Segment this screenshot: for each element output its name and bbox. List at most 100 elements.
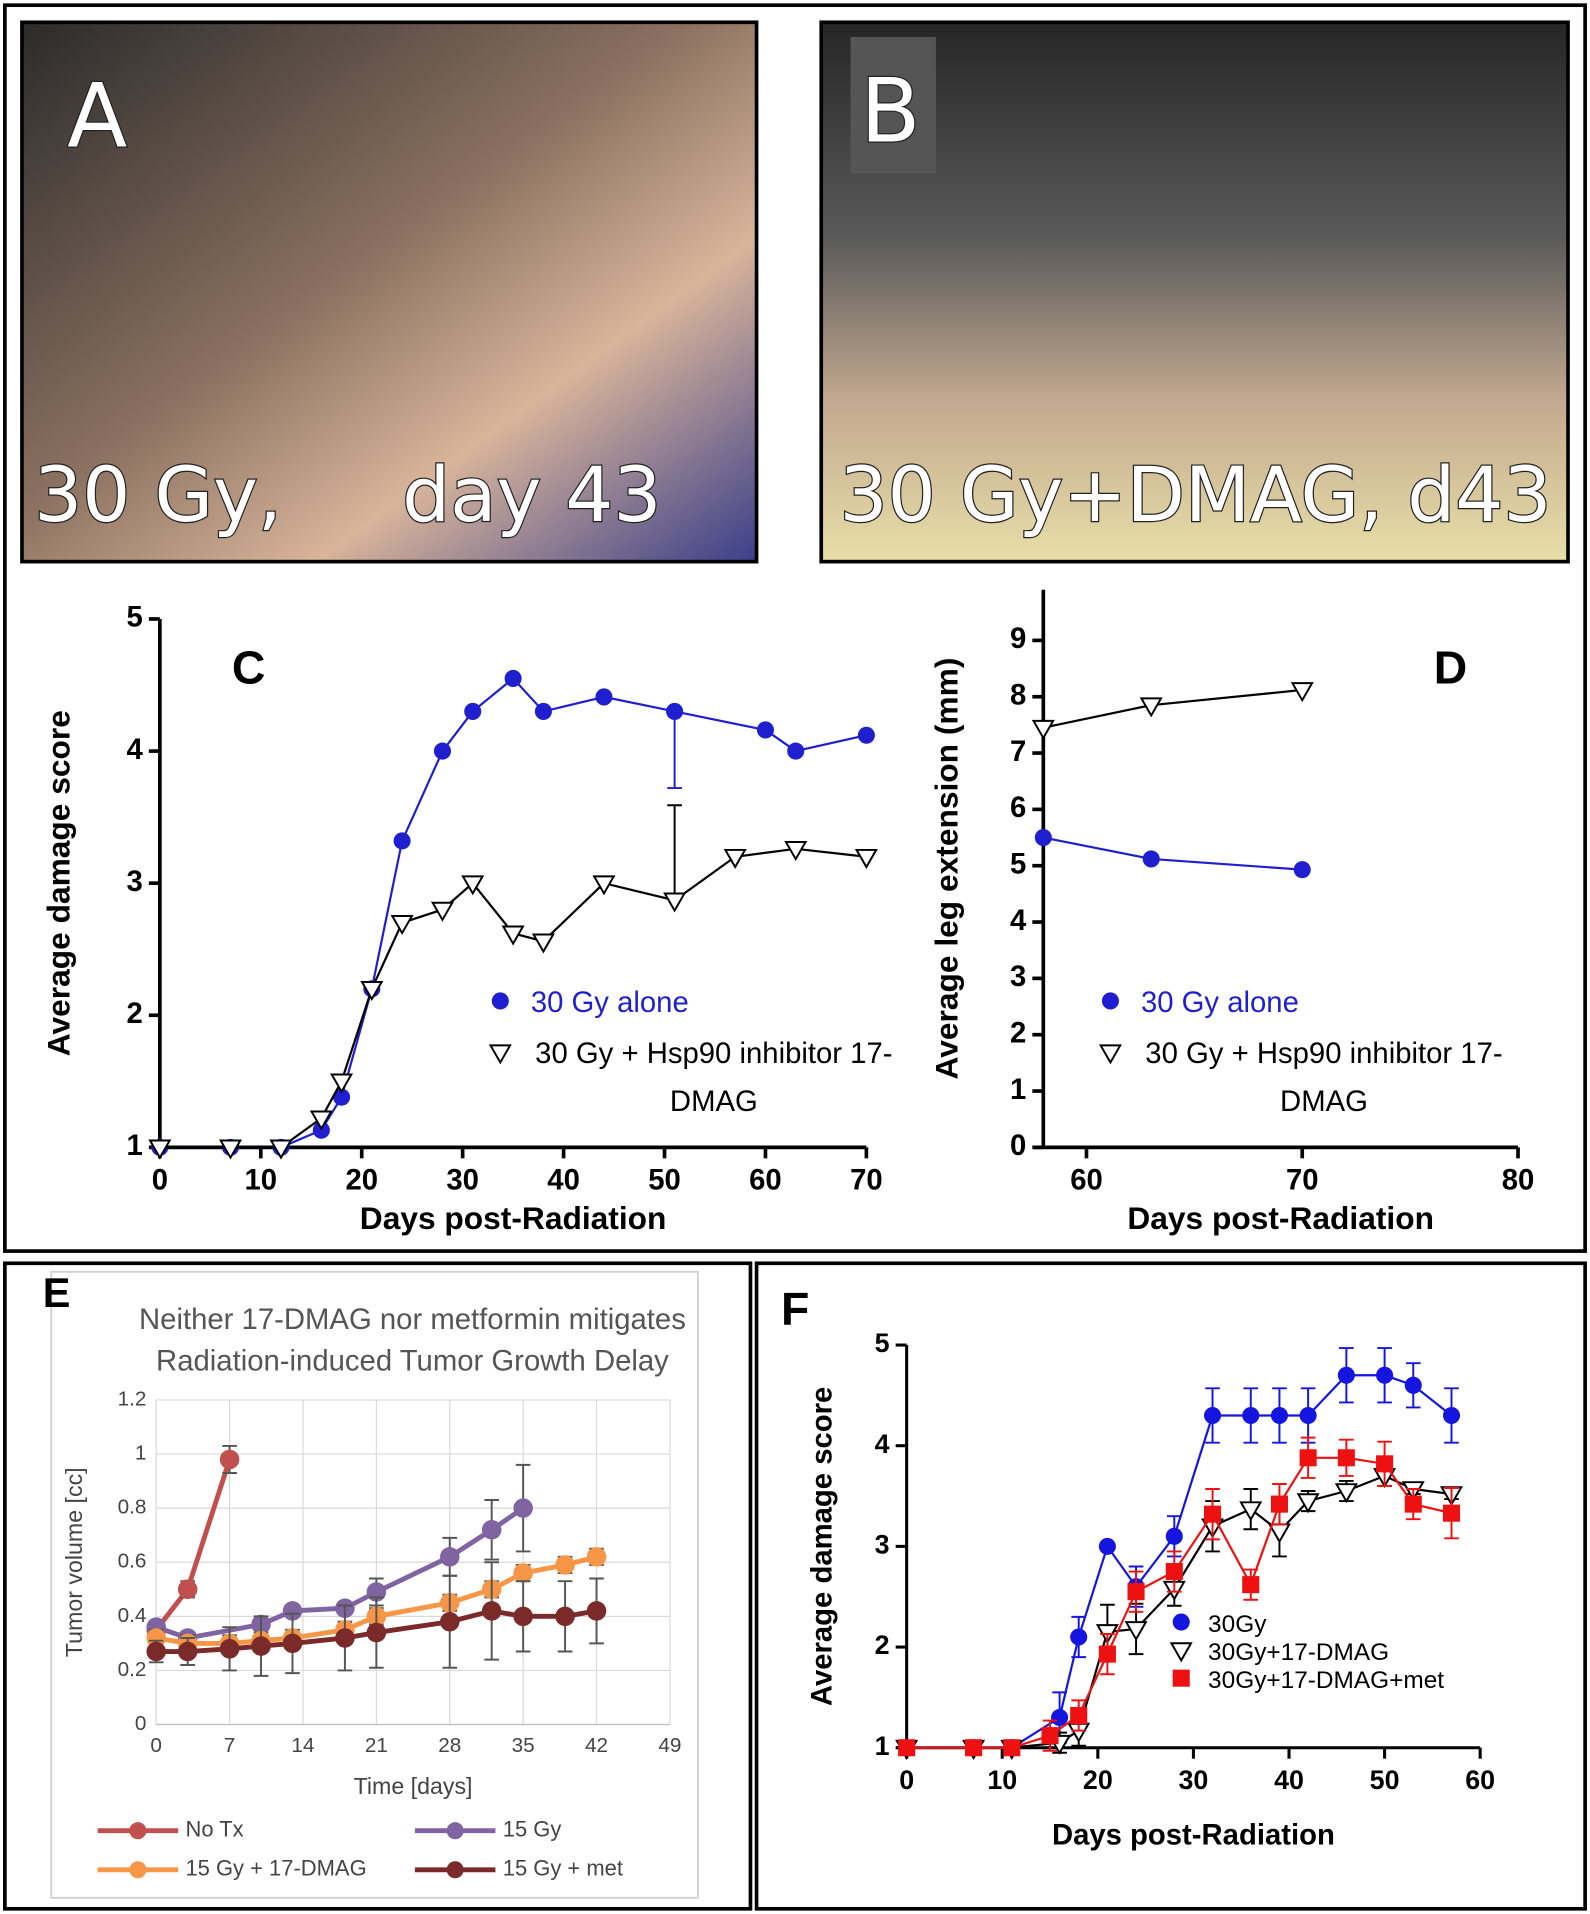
marker <box>366 1622 387 1643</box>
x-axis-label: Time [days] <box>354 1773 473 1799</box>
marker <box>1124 1621 1148 1642</box>
chart-area-frame <box>50 1270 699 1899</box>
legend-label-box: 30Gy+17-DMAG+met <box>1208 1667 1445 1695</box>
legend-marker <box>446 1822 464 1840</box>
y-tick-label: 4 <box>875 1429 890 1459</box>
series-line <box>154 1458 232 1632</box>
y-tick-label: 0.8 <box>118 1496 147 1519</box>
x-tick-label: 30 <box>446 1163 479 1196</box>
x-tick-label: 40 <box>1274 1765 1304 1795</box>
marker <box>555 1555 575 1575</box>
marker <box>393 832 411 850</box>
marker <box>433 742 452 760</box>
legend-label: 30 Gy + Hsp90 inhibitor 17-DMAG <box>1145 1037 1503 1118</box>
x-tick-label: 40 <box>547 1163 580 1196</box>
marker <box>251 1636 271 1656</box>
marker <box>219 1449 240 1470</box>
marker <box>282 1633 303 1654</box>
chart-title: Neither 17-DMAG nor metformin mitigates … <box>139 1303 686 1378</box>
y-tick-label: 1 <box>875 1731 890 1761</box>
chart-title-box: Neither 17-DMAG nor metformin mitigates … <box>139 1303 686 1378</box>
marker <box>1242 1576 1260 1594</box>
marker <box>595 688 613 706</box>
y-tick-label: 4 <box>1010 904 1027 937</box>
legend-label: 30Gy+17-DMAG+met <box>1208 1667 1445 1695</box>
series-line <box>159 847 867 1149</box>
legend-label-box: 30 Gy + Hsp90 inhibitor 17-DMAG <box>535 1038 892 1118</box>
x-tick-label: 0 <box>150 1734 162 1757</box>
x-tick-label: 80 <box>1502 1163 1535 1196</box>
y-axis-label: Average damage score <box>40 710 76 1056</box>
y-tick-label: 0.2 <box>118 1658 147 1681</box>
x-tick-label: 0 <box>152 1163 168 1196</box>
photo-patch <box>850 36 936 174</box>
marker <box>1442 1406 1461 1425</box>
marker <box>1299 1406 1317 1425</box>
marker <box>555 1606 575 1627</box>
marker <box>481 1520 502 1540</box>
marker <box>1203 1505 1222 1523</box>
y-tick-label: 3 <box>875 1529 890 1559</box>
series-line <box>906 1374 1453 1749</box>
legend-marker <box>488 1044 512 1065</box>
x-tick-label: 10 <box>245 1163 278 1196</box>
y-tick-label: 9 <box>1010 622 1026 655</box>
marker <box>586 1547 607 1567</box>
x-tick-label: 14 <box>291 1734 314 1757</box>
x-tick-label: 50 <box>648 1163 681 1196</box>
panel-label: E <box>43 1269 71 1316</box>
marker <box>1034 829 1052 847</box>
marker <box>1270 1495 1288 1513</box>
x-tick-label: 60 <box>1465 1765 1495 1795</box>
panel-label: C <box>232 642 265 694</box>
marker <box>1239 1501 1263 1522</box>
marker <box>1290 682 1314 703</box>
marker <box>784 841 808 862</box>
x-tick-label: 0 <box>899 1765 914 1795</box>
marker <box>898 1739 916 1757</box>
marker <box>1442 1504 1461 1522</box>
error-bar <box>667 804 682 901</box>
marker <box>592 875 616 896</box>
marker <box>1142 850 1160 868</box>
y-tick-label: 5 <box>1010 847 1026 880</box>
x-tick-label: 49 <box>658 1734 681 1757</box>
x-tick-label: 21 <box>365 1734 388 1757</box>
legend-label: 30Gy+17-DMAG <box>1208 1639 1390 1666</box>
marker <box>1031 719 1055 740</box>
marker <box>534 702 552 720</box>
marker <box>1098 1537 1116 1555</box>
legend-label: 30 Gy alone <box>1140 986 1299 1020</box>
legend-marker <box>129 1861 147 1879</box>
marker <box>1203 1406 1222 1425</box>
legend-marker <box>1172 1613 1190 1631</box>
marker <box>146 1628 166 1648</box>
y-tick-label: 4 <box>126 733 143 766</box>
photo-label: A <box>67 64 127 167</box>
marker <box>464 702 482 720</box>
marker <box>481 1601 502 1621</box>
y-tick-label: 1 <box>135 1442 147 1465</box>
marker <box>531 933 555 954</box>
marker <box>177 1641 198 1662</box>
marker <box>1334 1483 1358 1504</box>
marker <box>1404 1376 1422 1394</box>
x-axis-label: Days post-Radiation <box>1127 1200 1434 1236</box>
marker <box>1299 1449 1317 1467</box>
marker <box>461 875 485 896</box>
y-tick-label: 3 <box>126 865 142 898</box>
y-tick-label: 1.2 <box>118 1387 147 1410</box>
marker <box>335 1628 355 1648</box>
marker <box>1139 697 1163 718</box>
x-tick-label: 20 <box>1083 1765 1113 1795</box>
x-tick-label: 50 <box>1370 1765 1400 1795</box>
marker <box>282 1601 303 1621</box>
y-tick-label: 0 <box>135 1712 147 1735</box>
marker <box>1376 1455 1394 1473</box>
marker <box>1098 1645 1116 1663</box>
marker <box>586 1601 607 1621</box>
marker <box>1165 1563 1183 1581</box>
x-tick-label: 10 <box>987 1765 1017 1795</box>
